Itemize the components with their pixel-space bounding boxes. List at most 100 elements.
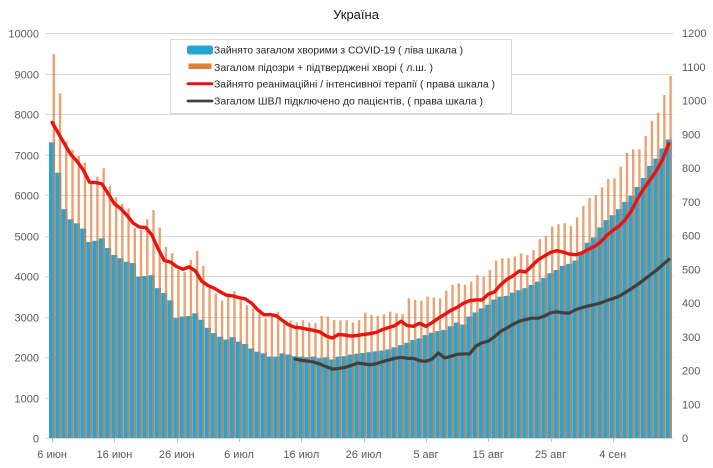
bar-hospitalized	[372, 351, 380, 438]
y-left-tick-label: 6000	[15, 191, 39, 203]
bar-hospitalized	[597, 227, 604, 438]
bar-hospitalized	[609, 215, 616, 438]
point-icu-occupied	[356, 334, 359, 337]
bar-suspected-confirmed	[220, 300, 224, 438]
bar-hospitalized	[80, 228, 87, 438]
y-right-tick-label: 1000	[682, 96, 706, 108]
left-axis: 0 1000 2000 3000 4000 5000 6000 7000 8000 9000 100…	[8, 29, 39, 446]
bar-hospitalized	[634, 186, 641, 438]
point-icu-occupied	[238, 296, 241, 299]
legend-label-hospitalized: Зайнято загалом хворими з COVID-19 ( лів…	[214, 45, 463, 57]
bar-hospitalized	[416, 338, 423, 438]
point-icu-occupied	[188, 265, 191, 268]
y-left-tick-label: 7000	[15, 151, 39, 163]
bar-suspected-confirmed	[170, 253, 174, 438]
bar-suspected-confirmed	[58, 93, 62, 438]
point-icu-occupied	[300, 326, 303, 329]
bar-suspected-confirmed	[289, 320, 292, 438]
point-ventilators	[368, 363, 371, 366]
point-ventilators	[636, 283, 639, 286]
point-ventilators	[512, 323, 515, 326]
point-ventilators	[599, 302, 602, 305]
bar-hospitalized	[447, 326, 454, 438]
bar-suspected-confirmed	[613, 178, 616, 438]
point-icu-occupied	[175, 265, 178, 268]
bar-suspected-confirmed	[339, 320, 342, 438]
x-tick-label: 16 июл	[283, 449, 319, 461]
y-left-tick-label: 2000	[15, 353, 39, 365]
bar-hospitalized	[55, 172, 62, 438]
bar-hospitalized	[123, 261, 130, 438]
point-icu-occupied	[375, 331, 378, 334]
bar-suspected-confirmed	[158, 227, 161, 438]
point-icu-occupied	[132, 222, 135, 225]
point-icu-occupied	[642, 187, 645, 190]
bar-suspected-confirmed	[370, 314, 373, 438]
x-tick-label: 6 июл	[224, 449, 254, 461]
point-icu-occupied	[649, 178, 652, 181]
bar-suspected-confirmed	[438, 298, 442, 438]
point-icu-occupied	[400, 320, 403, 323]
bar-suspected-confirmed	[251, 308, 255, 438]
bar-hospitalized	[148, 275, 155, 438]
point-ventilators	[667, 258, 670, 261]
bar-suspected-confirmed	[214, 293, 217, 438]
bar-hospitalized	[628, 195, 635, 438]
bar-hospitalized	[547, 273, 554, 438]
point-icu-occupied	[231, 294, 234, 297]
bar-hospitalized	[267, 356, 274, 438]
point-icu-occupied	[431, 321, 434, 324]
point-ventilators	[300, 359, 303, 362]
bar-suspected-confirmed	[482, 276, 485, 438]
point-ventilators	[518, 320, 521, 323]
point-icu-occupied	[543, 255, 546, 258]
point-ventilators	[480, 341, 483, 344]
x-tick-label: 4 сен	[599, 449, 626, 461]
point-ventilators	[406, 357, 409, 360]
legend-label-icu: Зайнято реанімаційні / інтенсивної терап…	[214, 78, 495, 90]
bar-hospitalized	[192, 313, 199, 438]
point-icu-occupied	[325, 335, 328, 338]
bar-hospitalized	[391, 347, 398, 438]
y-right-tick-label: 100	[682, 399, 700, 411]
bar-suspected-confirmed	[544, 235, 548, 438]
bar-hospitalized	[285, 354, 292, 438]
line-icu-occupied	[50, 120, 671, 340]
point-ventilators	[331, 368, 334, 371]
point-icu-occupied	[306, 328, 309, 331]
bar-hospitalized	[522, 288, 529, 438]
bar-suspected-confirmed	[575, 217, 579, 438]
point-ventilators	[306, 360, 309, 363]
point-ventilators	[443, 357, 446, 360]
bar-hospitalized	[73, 223, 80, 438]
y-right-tick-label: 300	[682, 332, 700, 344]
y-right-tick-label: 800	[682, 163, 700, 175]
point-icu-occupied	[381, 328, 384, 331]
bar-hospitalized	[615, 209, 623, 438]
legend: Зайнято загалом хворими з COVID-19 ( лів…	[170, 39, 512, 114]
bar-suspected-confirmed	[202, 265, 205, 439]
point-icu-occupied	[406, 324, 409, 327]
line-ventilators	[293, 257, 671, 371]
bar-suspected-confirmed	[301, 320, 305, 438]
y-left-tick-label: 10000	[8, 29, 39, 41]
bar-hospitalized	[541, 278, 548, 438]
point-ventilators	[611, 297, 614, 300]
bar-suspected-confirmed	[208, 284, 211, 438]
bar-suspected-confirmed	[488, 269, 492, 438]
bar-hospitalized	[298, 356, 305, 438]
bar-hospitalized	[323, 357, 330, 438]
bar-hospitalized	[485, 304, 492, 438]
bar-suspected-confirmed	[83, 162, 87, 438]
bar-hospitalized	[210, 333, 218, 438]
point-icu-occupied	[574, 253, 577, 256]
chart-title: Україна	[333, 7, 380, 22]
bar-hospitalized	[242, 344, 249, 438]
bar-suspected-confirmed	[563, 223, 566, 438]
point-ventilators	[568, 312, 571, 315]
point-ventilators	[524, 318, 527, 321]
bar-suspected-confirmed	[451, 284, 454, 438]
bar-hospitalized	[335, 356, 342, 438]
point-ventilators	[456, 353, 459, 356]
bar-suspected-confirmed	[432, 297, 436, 438]
